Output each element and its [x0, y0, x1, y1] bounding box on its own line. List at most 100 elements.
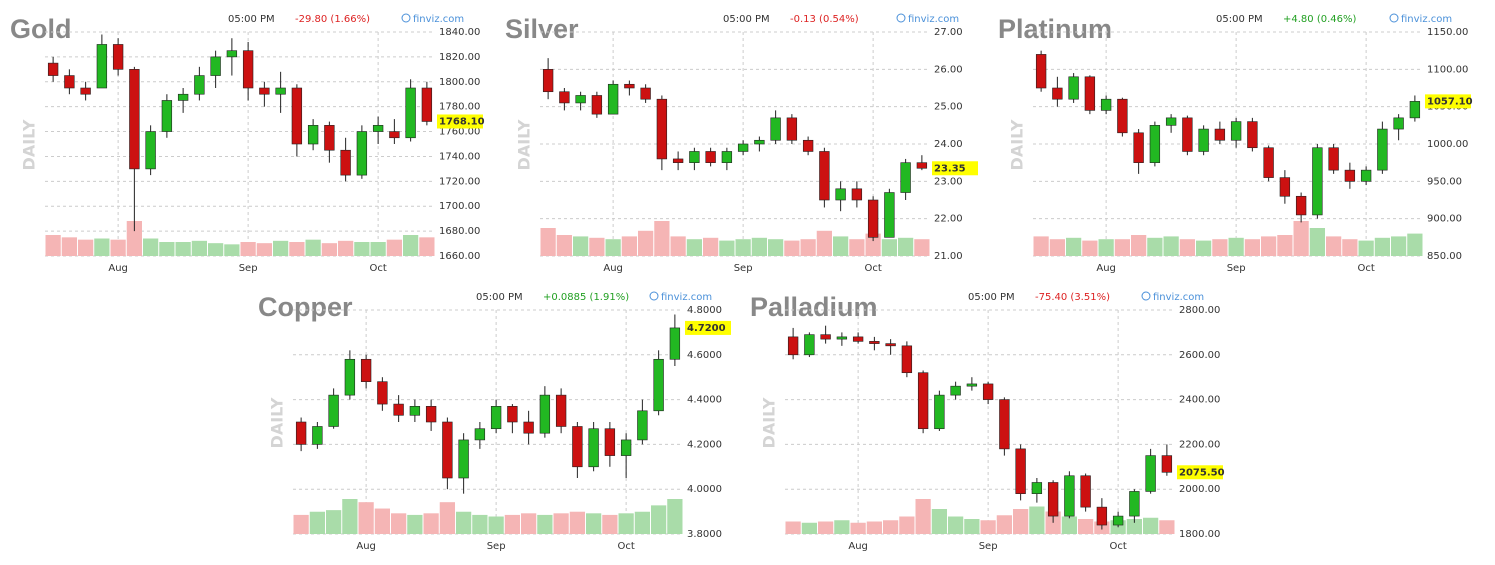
candle-body: [555, 394, 567, 427]
candle-body: [867, 199, 879, 238]
volume-bar: [719, 240, 735, 256]
volume-bar: [751, 237, 767, 256]
volume-bar: [537, 514, 553, 534]
volume-bar: [407, 514, 423, 534]
volume-bar: [602, 514, 618, 534]
candle-body: [295, 421, 307, 445]
candle-body: [901, 345, 913, 374]
candle-body: [226, 50, 238, 58]
time: 05:00 PM: [968, 292, 1015, 303]
y-tick-label: 26.00: [934, 64, 963, 75]
volume-bar: [915, 499, 931, 534]
y-tick-label: 2400.00: [1179, 395, 1220, 406]
candle-body: [705, 151, 716, 163]
candle-body: [259, 87, 270, 95]
volume-bar: [1159, 520, 1175, 534]
y-tick-label: 850.00: [1427, 251, 1462, 262]
volume-bar: [618, 513, 634, 534]
candle-body: [637, 410, 648, 441]
y-tick-label: 4.4000: [687, 395, 722, 406]
x-tick-label: Oct: [617, 541, 634, 552]
y-tick-label: 1700.00: [439, 201, 480, 212]
candle-body: [624, 83, 635, 89]
y-tick-label: 1780.00: [439, 102, 480, 113]
volume-bar: [224, 244, 240, 256]
y-tick-label: 1100.00: [1427, 64, 1468, 75]
volume-bar: [800, 239, 816, 256]
candle-body: [1377, 128, 1388, 171]
candle-body: [620, 439, 632, 456]
y-tick-label: 1820.00: [439, 52, 480, 63]
volume-bar: [208, 243, 224, 256]
volume-bar: [556, 235, 572, 256]
volume-bar: [1196, 240, 1212, 256]
volume-bar: [931, 509, 947, 534]
volume-bar: [1228, 237, 1244, 256]
y-tick-label: 1840.00: [439, 27, 480, 38]
candle-body: [1047, 482, 1059, 517]
candle-body: [669, 327, 681, 360]
last-price: 23.35: [934, 163, 966, 174]
volume-bar: [391, 513, 407, 534]
volume-bar: [1277, 235, 1293, 256]
candle-body: [1145, 455, 1156, 492]
candle-body: [885, 343, 896, 347]
volume-bar: [143, 238, 159, 256]
volume-bar: [621, 236, 637, 256]
candle-body: [787, 336, 799, 356]
candle-body: [770, 117, 781, 141]
volume-bar: [980, 520, 996, 534]
candle-body: [672, 158, 684, 163]
last-price-box: [1425, 94, 1471, 109]
candle-body: [291, 87, 303, 145]
volume-bar: [1061, 516, 1077, 534]
volume-bar: [1407, 233, 1423, 256]
candle-body: [377, 381, 388, 405]
candle-body: [1080, 475, 1091, 508]
time: 05:00 PM: [476, 292, 523, 303]
volume-bar: [289, 242, 305, 256]
candle-body: [442, 421, 453, 479]
y-tick-label: 1800.00: [439, 77, 480, 88]
volume-bar: [1013, 509, 1029, 534]
source-icon: [649, 291, 659, 301]
volume-bar: [1163, 236, 1179, 256]
candle-body: [1052, 87, 1063, 100]
last-price: 1057.10: [1427, 96, 1473, 107]
volume-bar: [256, 243, 272, 256]
candle-body: [64, 75, 75, 89]
candle-body: [591, 95, 603, 115]
candle-body: [869, 341, 880, 344]
volume-bar: [996, 515, 1012, 534]
candle-body: [539, 394, 551, 434]
y-tick-label: 25.00: [934, 102, 963, 113]
candle-body: [999, 399, 1010, 450]
candle-body: [145, 131, 156, 170]
volume-bar: [866, 521, 882, 534]
candle-body: [1129, 491, 1140, 517]
x-tick-label: Oct: [864, 263, 881, 274]
candle-body: [542, 69, 554, 93]
candle-body: [1312, 147, 1323, 216]
candle-body: [916, 162, 928, 169]
volume-bar: [423, 513, 439, 534]
volume-bar: [358, 502, 374, 534]
y-tick-label: 1760.00: [439, 127, 480, 138]
candle-body: [1112, 515, 1124, 526]
volume-bar: [309, 511, 325, 534]
candle-body: [328, 394, 339, 427]
volume-bar: [403, 235, 419, 256]
volume-bar: [126, 221, 142, 256]
volume-bar: [110, 239, 126, 256]
candle-body: [820, 334, 831, 340]
volume-bar: [586, 513, 602, 534]
candle-body: [47, 62, 59, 76]
last-price-box: [1177, 465, 1223, 480]
volume-bar: [419, 237, 435, 256]
volume-bar: [78, 239, 94, 256]
side-label: DAILY: [515, 119, 534, 170]
candle-body: [421, 87, 433, 122]
y-tick-label: 2800.00: [1179, 305, 1220, 316]
candle-body: [161, 100, 173, 132]
volume-bar: [735, 239, 751, 256]
